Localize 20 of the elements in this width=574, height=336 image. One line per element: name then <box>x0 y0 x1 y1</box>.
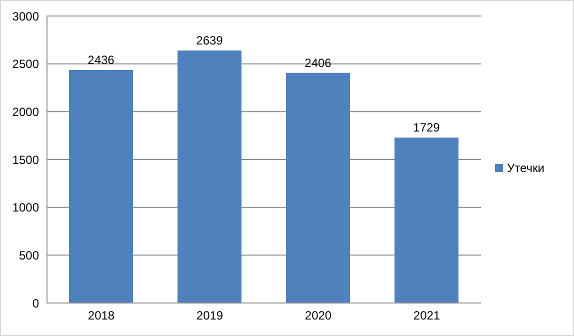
data-label: 1729 <box>413 120 440 135</box>
y-tick-label: 2000 <box>12 104 40 119</box>
y-tick-label: 0 <box>32 296 40 310</box>
bar <box>178 50 242 303</box>
x-tick-label: 2018 <box>88 308 115 323</box>
data-label: 2639 <box>196 34 224 48</box>
data-label: 2406 <box>304 56 332 70</box>
data-label: 2436 <box>88 52 115 67</box>
bar <box>394 138 458 303</box>
y-tick-label: 1500 <box>12 152 40 167</box>
x-tick-label: 2019 <box>196 308 224 323</box>
y-tick-label: 3000 <box>12 9 40 24</box>
legend-label: Утечки <box>507 161 544 175</box>
bar <box>69 70 133 303</box>
y-tick-label: 2500 <box>12 57 40 72</box>
bar <box>286 72 350 303</box>
y-tick-label: 1000 <box>12 200 40 215</box>
y-tick-label: 500 <box>18 248 40 262</box>
x-tick-label: 2020 <box>304 308 332 323</box>
x-tick-label: 2021 <box>413 308 440 323</box>
